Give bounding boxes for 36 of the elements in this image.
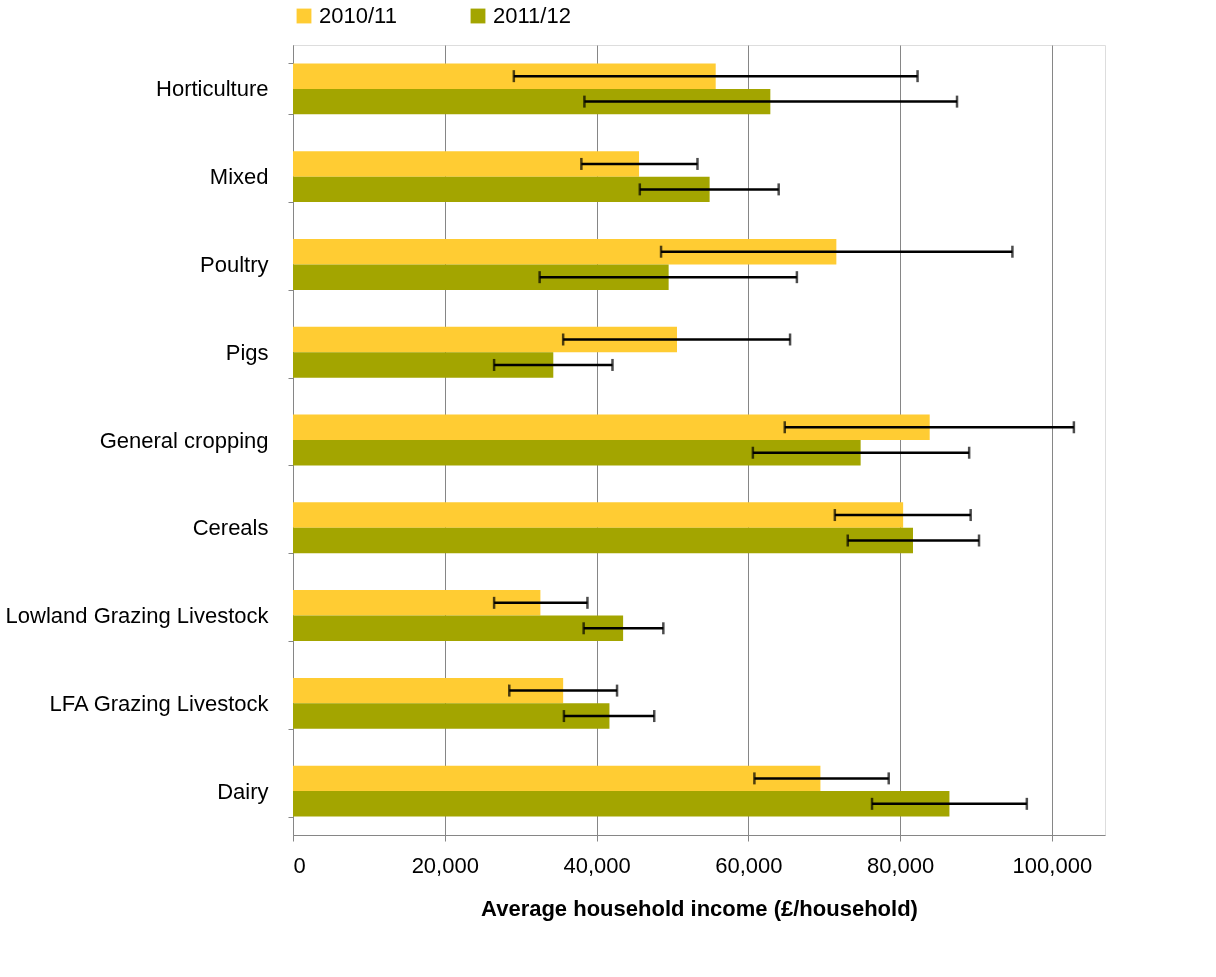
y-tick-label: Cereals bbox=[192, 515, 269, 541]
y-tick-label: General cropping bbox=[99, 427, 269, 453]
bar bbox=[293, 238, 837, 265]
bar bbox=[293, 703, 610, 729]
y-tick-label: LFA Grazing Livestock bbox=[49, 690, 270, 716]
y-tick-label: Dairy bbox=[217, 778, 269, 804]
legend-label: 2010/11 bbox=[319, 3, 397, 28]
x-axis-title: Average household income (£/household) bbox=[481, 895, 918, 921]
x-tick-label: 20,000 bbox=[411, 852, 479, 878]
x-tick-label: 60,000 bbox=[715, 852, 783, 878]
bar bbox=[293, 63, 716, 89]
y-tick-label: Lowland Grazing Livestock bbox=[5, 603, 270, 629]
x-tick-label: 80,000 bbox=[866, 852, 935, 878]
bar bbox=[293, 414, 930, 440]
bar bbox=[293, 151, 640, 177]
bar bbox=[293, 326, 677, 353]
bar bbox=[293, 440, 861, 466]
x-tick-label: 40,000 bbox=[563, 852, 631, 878]
x-tick-label: 0 bbox=[293, 852, 306, 878]
bar bbox=[293, 502, 904, 528]
bar bbox=[293, 352, 554, 378]
bar bbox=[293, 176, 710, 203]
bar bbox=[293, 615, 624, 642]
bar bbox=[293, 677, 564, 704]
y-tick-label: Poultry bbox=[200, 251, 269, 277]
bar bbox=[293, 88, 771, 115]
y-tick-label: Mixed bbox=[209, 164, 269, 190]
bar bbox=[293, 590, 541, 616]
bar bbox=[293, 791, 950, 817]
legend-label: 2011/12 bbox=[493, 3, 571, 28]
y-tick-label: Horticulture bbox=[156, 76, 269, 102]
bar bbox=[293, 765, 821, 792]
bar bbox=[293, 527, 913, 554]
x-tick-label: 100,000 bbox=[1012, 852, 1093, 878]
bar bbox=[293, 264, 669, 290]
y-tick-label: Pigs bbox=[225, 339, 269, 365]
